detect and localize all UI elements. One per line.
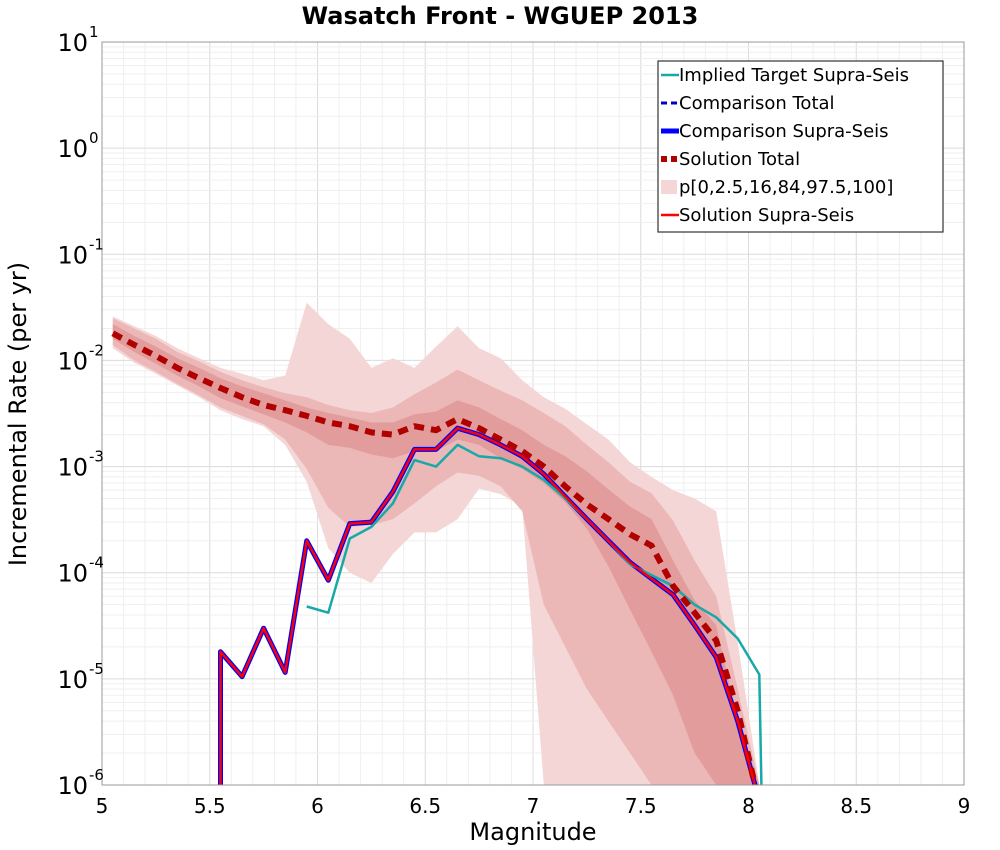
x-tick-label: 7.5 (625, 794, 657, 818)
y-tick-exponent: -3 (89, 448, 104, 466)
legend-label: Solution Supra-Seis (679, 205, 854, 226)
legend-label: Comparison Supra-Seis (679, 121, 889, 142)
y-axis-label: Incremental Rate (per yr) (4, 262, 32, 566)
legend-label: Implied Target Supra-Seis (679, 65, 909, 86)
plot-frame (101, 41, 965, 786)
y-tick-label: 10 (57, 241, 88, 269)
y-tick-label: 10 (57, 666, 88, 694)
band-2.5-97.5 (112, 318, 760, 785)
series-line-4 (219, 426, 757, 786)
chart-title: Wasatch Front - WGUEP 2013 (302, 2, 699, 30)
legend: Implied Target Supra-Seis Comparison Tota… (657, 60, 944, 233)
y-tick-exponent: -4 (89, 554, 104, 572)
legend-label: p[0,2.5,16,84,97.5,100] (679, 177, 893, 198)
y-tick-label: 10 (57, 347, 88, 375)
x-tick-label: 5.5 (194, 794, 226, 818)
x-tick-label: 8 (742, 794, 755, 818)
legend-label: Solution Total (679, 149, 800, 170)
y-tick-exponent: -1 (89, 235, 104, 253)
y-tick-label: 10 (57, 29, 88, 57)
series-line-3 (111, 330, 758, 786)
legend-label: Comparison Total (679, 93, 835, 114)
x-axis-label: Magnitude (469, 818, 596, 846)
y-tick-label: 10 (57, 454, 88, 482)
legend-swatch (661, 180, 677, 194)
series-lines (111, 330, 763, 786)
y-tick-exponent: -5 (89, 660, 104, 678)
x-tick-label: 5 (96, 794, 109, 818)
series-line-0 (306, 443, 763, 786)
x-tick-label: 6.5 (409, 794, 441, 818)
x-tick-labels: 5 5.5 6 6.5 7 7.5 8 8.5 9 (96, 794, 971, 818)
y-tick-exponent: 0 (89, 129, 99, 147)
x-tick-label: 9 (958, 794, 971, 818)
legend-box (657, 60, 944, 233)
x-tick-label: 7 (527, 794, 540, 818)
y-tick-exponent: 1 (89, 23, 99, 41)
y-tick-label: 10 (57, 560, 88, 588)
y-tick-exponent: -6 (89, 766, 104, 784)
y-tick-label: 10 (57, 772, 88, 800)
y-tick-exponent: -2 (89, 341, 104, 359)
x-tick-label: 6 (311, 794, 324, 818)
y-tick-label: 10 (57, 135, 88, 163)
x-tick-label: 8.5 (840, 794, 872, 818)
